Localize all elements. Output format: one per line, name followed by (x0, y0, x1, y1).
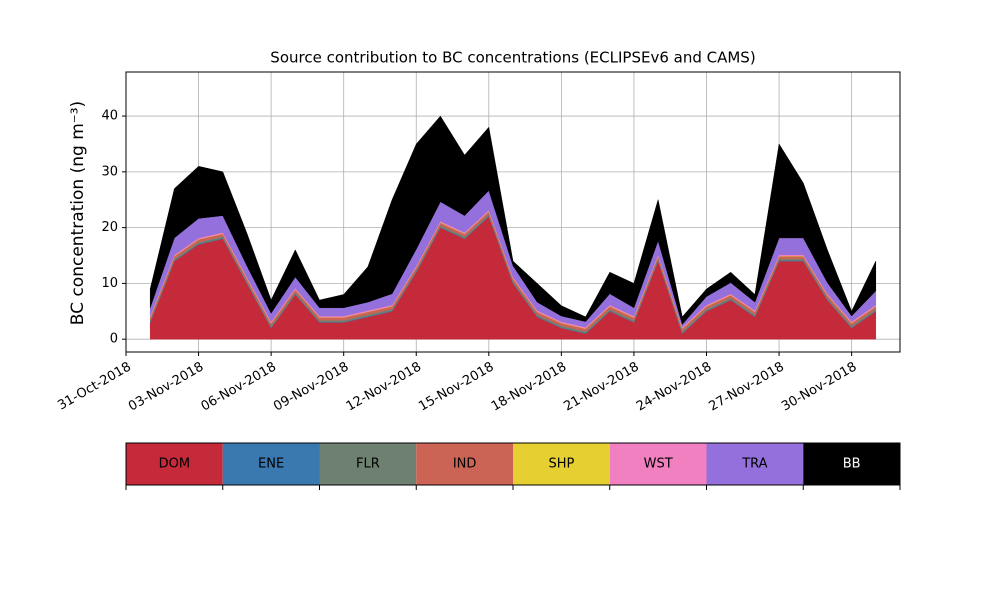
y-tick-label: 40 (101, 109, 118, 124)
legend-label: IND (453, 457, 477, 472)
legend-swatch (706, 443, 804, 485)
legend-label: TRA (741, 457, 767, 472)
x-tick-label: 24-Nov-2018 (634, 360, 714, 415)
legend-label: ENE (258, 457, 284, 472)
y-tick-label: 30 (101, 164, 118, 179)
x-tick-label: 09-Nov-2018 (271, 360, 351, 415)
legend-swatch (319, 443, 417, 485)
chart-title: Source contribution to BC concentrations… (270, 49, 755, 67)
x-tick-label: 30-Nov-2018 (779, 360, 859, 415)
legend-label: SHP (548, 457, 574, 472)
y-tick-label: 0 (110, 332, 118, 347)
legend-label: FLR (356, 457, 380, 472)
legend-swatch (803, 443, 900, 485)
x-tick-label: 21-Nov-2018 (561, 360, 641, 415)
legend-label: DOM (159, 457, 190, 472)
x-tick-label: 03-Nov-2018 (126, 360, 206, 415)
y-tick-label: 20 (101, 220, 118, 235)
legend-label: WST (644, 457, 673, 472)
legend-swatch (126, 443, 223, 485)
plot-frame (125, 71, 901, 353)
y-tick-label: 10 (101, 276, 118, 291)
legend-swatch (609, 443, 707, 485)
x-tick-label: 27-Nov-2018 (707, 360, 787, 415)
legend-swatch (416, 443, 513, 485)
y-axis-label: BC concentration (ng m⁻³) (68, 101, 88, 325)
legend-label: BB (843, 457, 861, 472)
x-tick-label: 15-Nov-2018 (416, 360, 496, 415)
x-tick-label: 06-Nov-2018 (199, 360, 279, 415)
x-tick-label: 31-Oct-2018 (55, 360, 133, 414)
x-tick-label: 12-Nov-2018 (344, 360, 424, 415)
legend-swatch (222, 443, 320, 485)
x-tick-label: 18-Nov-2018 (489, 360, 569, 415)
area (149, 115, 877, 325)
legend-swatch (513, 443, 610, 485)
